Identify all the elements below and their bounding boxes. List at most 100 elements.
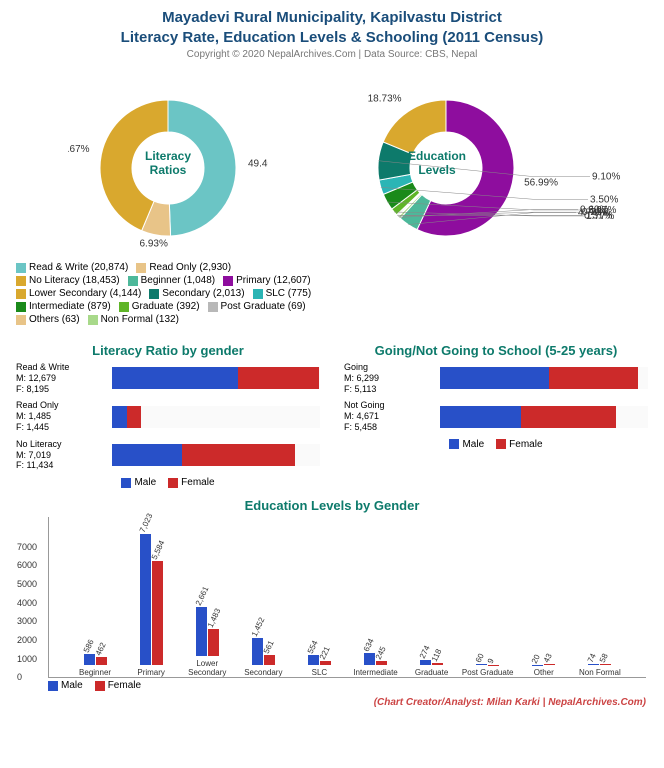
swatch bbox=[119, 302, 129, 312]
vbar-male: 60 bbox=[476, 664, 487, 665]
legend-item: Lower Secondary (4,144) bbox=[16, 288, 141, 299]
vbar-pair: 1,452 561 bbox=[252, 525, 275, 665]
vbar-pair: 7,023 5,584 bbox=[140, 525, 163, 665]
vbar-female: 58 bbox=[600, 664, 611, 665]
legend-label: Post Graduate (69) bbox=[221, 301, 306, 312]
donut-slice bbox=[383, 100, 446, 154]
vbar-female: 118 bbox=[432, 663, 443, 665]
vbar-female: 221 bbox=[320, 661, 331, 665]
vbar-group: 74 58 Non Formal bbox=[572, 525, 628, 677]
vbar-group: 1,452 561 Secondary bbox=[235, 525, 291, 677]
vbar-female: 43 bbox=[544, 664, 555, 665]
vbar-cat: Secondary bbox=[244, 668, 282, 677]
swatch bbox=[128, 276, 138, 286]
ytick: 1000 bbox=[17, 654, 37, 664]
vbar-val: 74 bbox=[586, 652, 598, 664]
vbar-val: 1,452 bbox=[250, 616, 267, 638]
hbar-track bbox=[440, 367, 648, 389]
vbar-val: 5,584 bbox=[149, 539, 166, 561]
hbar-row: Read OnlyM: 1,485F: 1,445 bbox=[16, 400, 320, 432]
vbar-group: 586 462 Beginner bbox=[67, 525, 123, 677]
ytick: 3000 bbox=[17, 616, 37, 626]
legend-item: Graduate (392) bbox=[119, 301, 200, 312]
donut-row: 49.40%6.93%43.67% LiteracyRatios Read & … bbox=[8, 68, 656, 325]
hbar-row: Literacy Ratio by gender Read & WriteM: … bbox=[8, 333, 656, 488]
vbar-cat: Intermediate bbox=[353, 668, 397, 677]
swatch bbox=[16, 315, 26, 325]
pct-label: 56.99% bbox=[524, 177, 558, 188]
pct-label: 9.10% bbox=[592, 172, 620, 183]
hbar-row: GoingM: 6,299F: 5,113 bbox=[344, 362, 648, 394]
vbar-male: 7,023 bbox=[140, 534, 151, 665]
swatch bbox=[449, 439, 459, 449]
hbar2-legend: Male Female bbox=[336, 439, 656, 450]
hbar1-chart: Read & WriteM: 12,679F: 8,195 Read OnlyM… bbox=[8, 362, 328, 471]
legend-male: Male bbox=[449, 439, 484, 450]
vbar-val: 561 bbox=[262, 639, 276, 655]
vbar-male: 1,452 bbox=[252, 638, 263, 665]
hbar-track bbox=[112, 444, 320, 466]
copyright: Copyright © 2020 NepalArchives.Com | Dat… bbox=[8, 49, 656, 60]
legend-item: Non Formal (132) bbox=[88, 314, 179, 325]
vbar-female: 1,483 bbox=[208, 629, 219, 657]
donut2-col: 56.99%4.74%0.60%0.28%0.31%1.77%3.97%3.50… bbox=[336, 68, 656, 325]
vbar-chart: 01000200030004000500060007000 586 462 Be… bbox=[48, 517, 646, 678]
swatch bbox=[16, 263, 26, 273]
swatch bbox=[95, 681, 105, 691]
vbar-title: Education Levels by Gender bbox=[8, 498, 656, 513]
legend-label: Beginner (1,048) bbox=[141, 275, 216, 286]
vbar-group: 60 9 Post Graduate bbox=[460, 525, 516, 677]
ytick: 7000 bbox=[17, 542, 37, 552]
vbar-male: 274 bbox=[420, 660, 431, 665]
title-line2: Literacy Rate, Education Levels & School… bbox=[8, 28, 656, 48]
hbar2-col: Going/Not Going to School (5-25 years) G… bbox=[336, 333, 656, 488]
swatch bbox=[223, 276, 233, 286]
hbar-female bbox=[238, 367, 319, 389]
hbar-male bbox=[112, 406, 127, 428]
hbar-track bbox=[112, 406, 320, 428]
donut1-wrap: 49.40%6.93%43.67% LiteracyRatios bbox=[8, 68, 328, 258]
legend-combined: Read & Write (20,874) Read Only (2,930) No… bbox=[8, 262, 328, 325]
hbar-male bbox=[112, 367, 238, 389]
hbar1-legend: Male Female bbox=[8, 477, 328, 488]
swatch bbox=[208, 302, 218, 312]
vbar-pair: 586 462 bbox=[84, 525, 107, 665]
legend-male: Male bbox=[121, 477, 156, 488]
vbar-group: 2,661 1,483 Lower Secondary bbox=[179, 516, 235, 677]
vbar-pair: 74 58 bbox=[588, 525, 611, 665]
donut2-svg: 56.99%4.74%0.60%0.28%0.31%1.77%3.97%3.50… bbox=[336, 68, 656, 258]
donut2-wrap: 56.99%4.74%0.60%0.28%0.31%1.77%3.97%3.50… bbox=[336, 68, 656, 258]
legend-female: Female bbox=[95, 680, 141, 691]
legend-item: Read & Write (20,874) bbox=[16, 262, 128, 273]
vbar-cat: Beginner bbox=[79, 668, 111, 677]
hbar-male bbox=[440, 367, 549, 389]
vbar-cat: SLC bbox=[312, 668, 328, 677]
legend-female: Female bbox=[168, 477, 214, 488]
vbar-pair: 2,661 1,483 bbox=[196, 516, 219, 656]
hbar-track bbox=[112, 367, 320, 389]
legend-item: SLC (775) bbox=[253, 288, 312, 299]
vbar-cat: Lower Secondary bbox=[179, 659, 235, 677]
vbar-val: 462 bbox=[93, 641, 107, 657]
swatch bbox=[16, 302, 26, 312]
hbar-male bbox=[112, 444, 182, 466]
legend-item: Beginner (1,048) bbox=[128, 275, 216, 286]
vbar-pair: 60 9 bbox=[476, 525, 499, 665]
swatch bbox=[496, 439, 506, 449]
vbar-val: 221 bbox=[318, 645, 332, 661]
legend-label: Lower Secondary (4,144) bbox=[29, 288, 141, 299]
legend-label: Graduate (392) bbox=[132, 301, 200, 312]
hbar-label: Read & WriteM: 12,679F: 8,195 bbox=[16, 362, 112, 394]
vbar-cat: Graduate bbox=[415, 668, 448, 677]
vbar-val: 634 bbox=[362, 637, 376, 653]
vbar-group: 7,023 5,584 Primary bbox=[123, 525, 179, 677]
vbar-cat: Primary bbox=[137, 668, 165, 677]
vbar-female: 5,584 bbox=[152, 561, 163, 665]
vbar-pair: 274 118 bbox=[420, 525, 443, 665]
swatch bbox=[48, 681, 58, 691]
swatch bbox=[136, 263, 146, 273]
legend-label: Read Only (2,930) bbox=[149, 262, 231, 273]
vbar-val: 118 bbox=[430, 648, 444, 663]
hbar-female bbox=[549, 367, 638, 389]
hbar-row: Not GoingM: 4,671F: 5,458 bbox=[344, 400, 648, 432]
